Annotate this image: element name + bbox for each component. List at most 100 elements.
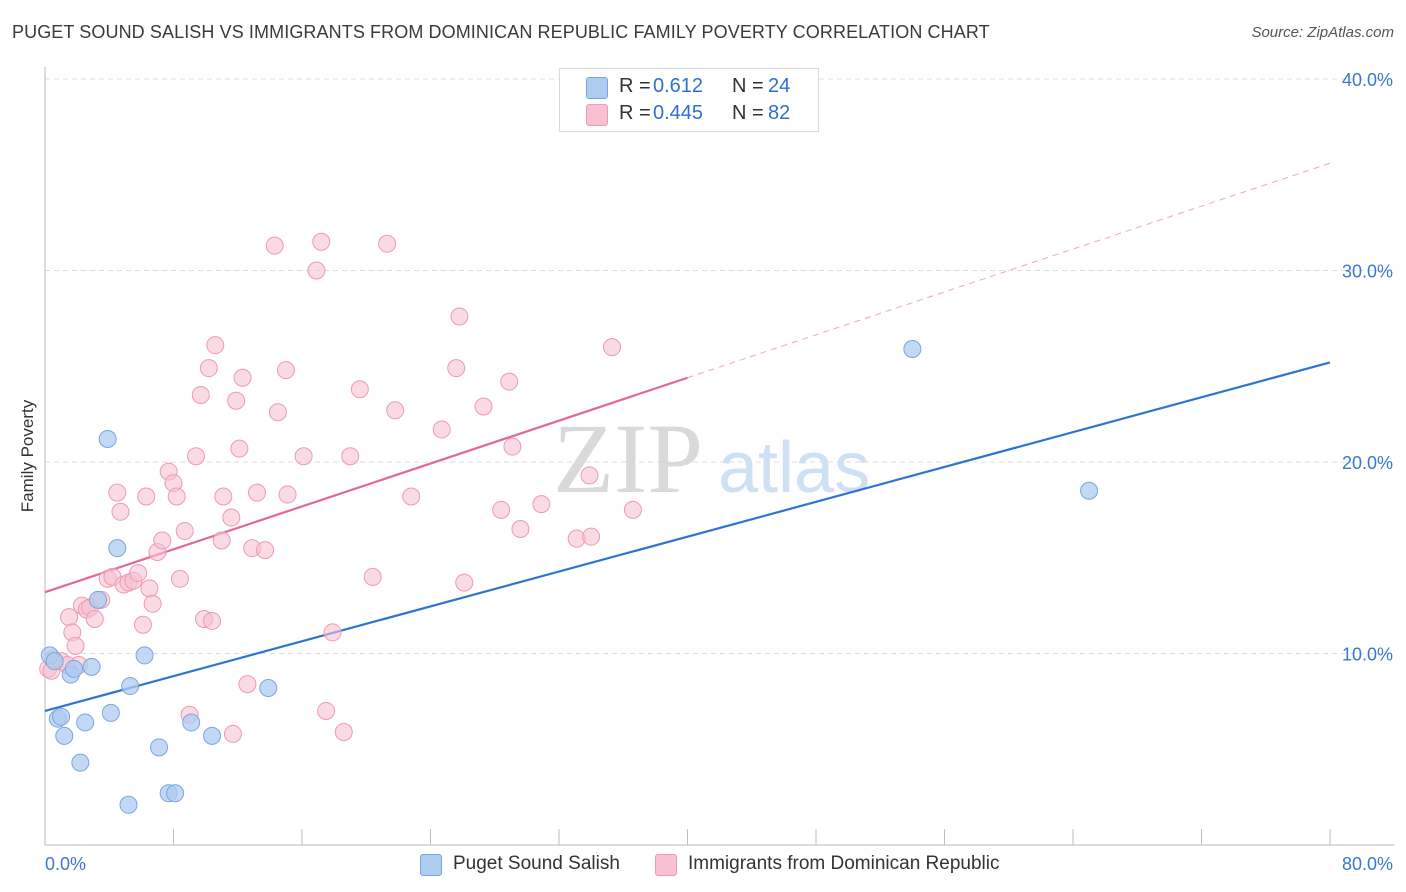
data-point-dominican-republic [227, 391, 246, 410]
legend-n-label: N = [732, 75, 764, 97]
data-point-dominican-republic [129, 564, 148, 583]
data-point-puget-sound-salish [76, 713, 95, 732]
data-point-dominican-republic [278, 485, 297, 504]
legend-label: Puget Sound Salish [453, 853, 620, 874]
data-point-dominican-republic [432, 420, 451, 439]
data-point-dominican-republic [323, 623, 342, 642]
data-point-dominican-republic [233, 368, 252, 387]
data-point-dominican-republic [455, 573, 474, 592]
data-point-dominican-republic [199, 359, 218, 378]
legend-r-label: R = [619, 102, 651, 124]
data-point-dominican-republic [503, 437, 522, 456]
trend-line-puget-sound-salish [44, 361, 1331, 713]
data-point-dominican-republic [276, 361, 295, 380]
legend-swatch-pink [586, 104, 608, 126]
data-point-dominican-republic [167, 487, 186, 506]
legend-r-label: R = [619, 75, 651, 97]
data-point-dominican-republic [474, 397, 493, 416]
legend-n-value: 82 [768, 102, 791, 124]
legend-r-value: 0.612 [653, 75, 704, 97]
data-point-dominican-republic [312, 232, 331, 251]
data-point-dominican-republic [206, 336, 225, 355]
data-point-puget-sound-salish [135, 646, 154, 665]
y-tick-label: 40.0% [1342, 70, 1393, 90]
legend-n-value: 24 [768, 75, 791, 97]
y-tick-label: 10.0% [1342, 645, 1393, 665]
correlation-legend: R = 0.612 N = 24 R = 0.445 N = 82 [559, 68, 819, 132]
data-point-dominican-republic [386, 401, 405, 420]
data-point-puget-sound-salish [119, 795, 138, 814]
data-point-dominican-republic [108, 483, 127, 502]
data-point-dominican-republic [140, 579, 159, 598]
data-point-dominican-republic [378, 234, 397, 253]
data-point-dominican-republic [133, 615, 152, 634]
x-tick-label: 0.0% [45, 854, 86, 874]
data-point-dominican-republic [447, 359, 466, 378]
legend-swatch-blue [420, 854, 442, 876]
data-point-puget-sound-salish [71, 753, 90, 772]
data-point-puget-sound-salish [52, 707, 71, 726]
watermark-zip: ZIP [553, 403, 703, 514]
y-tick-label: 30.0% [1342, 262, 1393, 282]
data-point-puget-sound-salish [121, 677, 140, 696]
data-point-dominican-republic [294, 447, 313, 466]
data-point-puget-sound-salish [150, 738, 169, 757]
data-point-puget-sound-salish [98, 430, 117, 449]
data-point-dominican-republic [603, 338, 622, 357]
data-point-dominican-republic [223, 724, 242, 743]
y-axis-label: Family Poverty [18, 399, 37, 513]
data-point-dominican-republic [582, 527, 601, 546]
data-point-dominican-republic [175, 521, 194, 540]
data-points [39, 232, 1099, 814]
data-point-puget-sound-salish [166, 784, 185, 803]
legend-swatch-pink [655, 854, 677, 876]
data-point-dominican-republic [402, 487, 421, 506]
data-point-dominican-republic [170, 569, 189, 588]
data-point-dominican-republic [85, 610, 104, 629]
data-point-dominican-republic [268, 403, 287, 422]
data-point-dominican-republic [143, 594, 162, 613]
data-point-dominican-republic [350, 380, 369, 399]
data-point-dominican-republic [341, 447, 360, 466]
source-label: Source: ZipAtlas.com [1251, 24, 1394, 41]
tick-labels: 10.0% 20.0% 30.0% 40.0% 0.0% 80.0% [45, 70, 1393, 874]
data-point-puget-sound-salish [101, 703, 120, 722]
trend-line-dominican-republic-projection [687, 162, 1331, 379]
data-point-dominican-republic [580, 466, 599, 485]
data-point-dominican-republic [256, 541, 275, 560]
data-point-dominican-republic [317, 701, 336, 720]
data-point-puget-sound-salish [64, 659, 83, 678]
axes [44, 67, 1395, 846]
data-point-dominican-republic [238, 675, 257, 694]
data-point-puget-sound-salish [45, 652, 64, 671]
data-point-dominican-republic [334, 723, 353, 742]
data-point-dominican-republic [307, 261, 326, 280]
x-tick-label: 80.0% [1342, 854, 1393, 874]
data-point-puget-sound-salish [903, 340, 922, 359]
data-point-dominican-republic [137, 487, 156, 506]
data-point-puget-sound-salish [1080, 481, 1099, 500]
data-point-dominican-republic [450, 307, 469, 326]
watermark: ZIP atlas [553, 403, 870, 514]
data-point-puget-sound-salish [89, 590, 108, 609]
data-point-dominican-republic [248, 483, 267, 502]
data-point-puget-sound-salish [182, 713, 201, 732]
data-point-dominican-republic [265, 236, 284, 255]
data-point-dominican-republic [230, 439, 249, 458]
data-point-dominican-republic [111, 502, 130, 521]
y-tick-label: 20.0% [1342, 453, 1393, 473]
data-point-dominican-republic [500, 372, 519, 391]
data-point-dominican-republic [153, 531, 172, 550]
data-point-dominican-republic [532, 495, 551, 514]
data-point-dominican-republic [66, 636, 85, 655]
data-point-puget-sound-salish [82, 657, 101, 676]
data-point-puget-sound-salish [259, 678, 278, 697]
chart-title: PUGET SOUND SALISH VS IMMIGRANTS FROM DO… [12, 22, 990, 42]
legend-label: Immigrants from Dominican Republic [688, 853, 1000, 874]
data-point-puget-sound-salish [203, 726, 222, 745]
legend-n-label: N = [732, 102, 764, 124]
data-point-dominican-republic [363, 567, 382, 586]
legend-swatch-blue [586, 77, 608, 99]
legend-r-value: 0.445 [653, 102, 704, 124]
